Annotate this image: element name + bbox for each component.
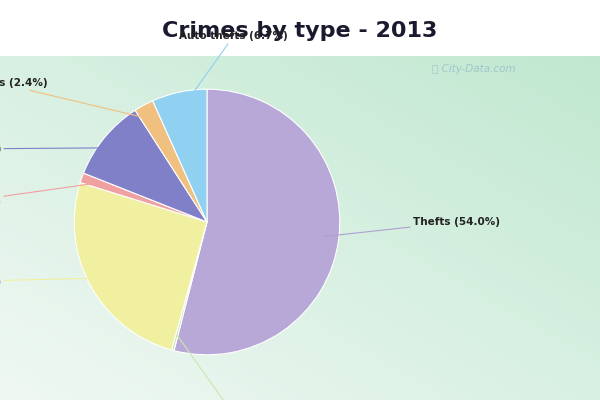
Wedge shape bbox=[174, 89, 340, 355]
Text: Assaults (9.9%): Assaults (9.9%) bbox=[0, 144, 117, 154]
Wedge shape bbox=[74, 182, 207, 350]
Text: Auto thefts (6.7%): Auto thefts (6.7%) bbox=[179, 31, 288, 108]
Text: Robberies (2.4%): Robberies (2.4%) bbox=[0, 78, 151, 119]
Text: Thefts (54.0%): Thefts (54.0%) bbox=[323, 217, 500, 237]
Text: Arson (0.3%): Arson (0.3%) bbox=[177, 335, 272, 400]
Text: ⓘ City-Data.com: ⓘ City-Data.com bbox=[432, 64, 515, 74]
Text: Crimes by type - 2013: Crimes by type - 2013 bbox=[163, 21, 437, 41]
Wedge shape bbox=[135, 101, 207, 222]
Wedge shape bbox=[80, 173, 207, 222]
Wedge shape bbox=[153, 89, 207, 222]
Wedge shape bbox=[83, 110, 207, 222]
Text: Burglaries (25.5%): Burglaries (25.5%) bbox=[0, 277, 104, 287]
Wedge shape bbox=[172, 222, 207, 351]
Text: Rapes (1.2%): Rapes (1.2%) bbox=[0, 183, 97, 207]
